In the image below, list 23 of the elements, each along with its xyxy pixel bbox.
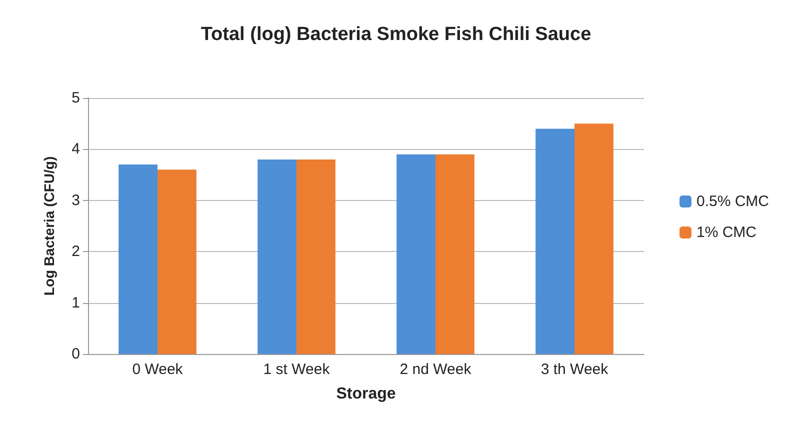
bar xyxy=(296,159,336,354)
bar xyxy=(574,124,614,354)
x-axis-title: Storage xyxy=(336,386,396,402)
x-tick-label: 1 st Week xyxy=(263,361,330,378)
chart-title: Total (log) Bacteria Smoke Fish Chili Sauce xyxy=(200,24,592,45)
y-axis-title: Log Bacteria (CFU/g) xyxy=(41,156,57,296)
x-tick-label: 2 nd Week xyxy=(400,361,472,378)
y-tick-label: 2 xyxy=(72,243,80,260)
y-tick-label: 0 xyxy=(72,346,80,362)
y-tick-label: 5 xyxy=(72,90,80,106)
legend-label: 0.5% CMC xyxy=(696,193,770,210)
bar xyxy=(158,170,196,354)
bar xyxy=(436,154,474,354)
bar xyxy=(536,128,574,354)
x-tick-label: 3 th Week xyxy=(540,361,609,378)
y-tick-label: 3 xyxy=(72,192,80,209)
bar xyxy=(396,154,436,354)
legend-label: 1% CMC xyxy=(696,224,757,241)
bar xyxy=(258,159,296,354)
y-tick-label: 4 xyxy=(72,140,80,158)
x-tick-label: 0 Week xyxy=(132,361,184,378)
y-tick-label: 1 xyxy=(72,294,80,312)
bar xyxy=(118,164,158,354)
